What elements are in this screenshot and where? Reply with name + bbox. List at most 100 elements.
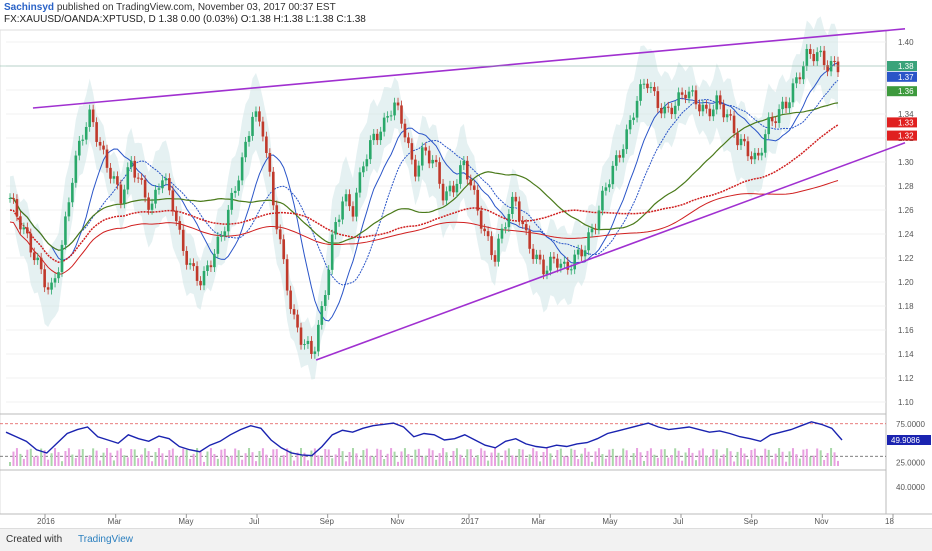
osc-histogram-bar xyxy=(81,449,84,466)
candle-body xyxy=(116,176,119,185)
osc-histogram-bar xyxy=(750,449,753,466)
candle-body xyxy=(154,189,157,204)
osc-histogram-bar xyxy=(189,458,192,466)
author-name[interactable]: Sachinsyd xyxy=(4,2,55,13)
candle-body xyxy=(483,228,486,232)
price-badge xyxy=(887,86,917,97)
osc-histogram-bar xyxy=(417,448,420,466)
candle-body xyxy=(774,121,777,124)
price-chart[interactable]: 1.40 1.38 1.36 1.34 1.32 1.30 1.28 1.26 1.24 1.22… xyxy=(0,0,932,528)
candle-body xyxy=(195,266,199,281)
candle-body xyxy=(140,178,143,180)
candle-body xyxy=(88,109,91,127)
candle-body xyxy=(244,141,247,158)
osc-histogram-bar xyxy=(542,451,545,466)
osc-histogram-bar xyxy=(462,457,465,466)
osc-histogram-bar xyxy=(351,448,354,466)
candle-body xyxy=(303,344,306,346)
candle-body xyxy=(670,107,674,115)
candle-body xyxy=(514,196,518,202)
osc-histogram-bar xyxy=(774,453,777,466)
osc-histogram-bar xyxy=(539,461,542,466)
osc-histogram-bar xyxy=(234,448,237,466)
osc-histogram-bar xyxy=(216,458,219,466)
candle-body xyxy=(569,269,573,271)
candle-body xyxy=(795,77,798,84)
osc-histogram-bar xyxy=(358,459,361,466)
osc-histogram-bar xyxy=(788,451,791,466)
osc-histogram-bar xyxy=(248,448,251,466)
osc-histogram-bar xyxy=(424,455,427,466)
candle-body xyxy=(164,178,168,181)
osc-histogram-bar xyxy=(123,455,126,466)
candle-body xyxy=(102,145,105,150)
osc-histogram-bar xyxy=(736,451,739,466)
osc-histogram-bar xyxy=(705,455,708,466)
candle-body xyxy=(459,165,462,184)
osc-histogram-bar xyxy=(33,456,36,466)
osc-histogram-bar xyxy=(414,449,417,466)
price-tick-label: 1.30 xyxy=(898,158,914,167)
osc-histogram-bar xyxy=(781,451,784,466)
candle-body xyxy=(382,117,386,132)
candle-body xyxy=(438,162,441,184)
osc-histogram-bar xyxy=(438,453,441,466)
candle-body xyxy=(289,290,292,310)
time-tick-label: Jul xyxy=(673,517,683,526)
osc-histogram-bar xyxy=(320,457,323,466)
candle-body xyxy=(497,238,500,262)
osc-histogram-bar xyxy=(591,461,594,466)
oscillator-line xyxy=(5,421,843,457)
candle-body xyxy=(621,149,625,158)
osc-histogram-bar xyxy=(636,448,639,466)
osc-histogram-bar xyxy=(767,449,770,466)
osc-histogram-bar xyxy=(459,454,462,466)
candle-body xyxy=(282,239,285,260)
osc-histogram-bar xyxy=(40,448,43,466)
osc-histogram-bar xyxy=(140,454,143,466)
osc-histogram-bar xyxy=(407,454,410,466)
candle-body xyxy=(369,140,372,160)
osc-histogram-bar xyxy=(480,448,483,466)
candle-body xyxy=(705,104,708,109)
candle-body xyxy=(812,54,816,62)
osc-histogram-bar xyxy=(466,449,469,466)
osc-histogram-bar xyxy=(601,454,604,466)
osc-histogram-bar xyxy=(764,448,767,466)
candle-body xyxy=(694,90,698,105)
candle-body xyxy=(178,221,182,230)
candle-body xyxy=(254,111,258,117)
price-badge-label: 1.32 xyxy=(898,132,914,141)
candle-body xyxy=(750,156,753,160)
candle-body xyxy=(777,109,781,124)
osc-histogram-bar xyxy=(182,448,185,466)
candle-body xyxy=(285,259,289,291)
osc-histogram-bar xyxy=(241,459,244,466)
osc-histogram-bar xyxy=(719,458,722,466)
osc-histogram-bar xyxy=(532,448,535,466)
candle-body xyxy=(67,202,71,217)
osc-histogram-bar xyxy=(653,454,656,466)
osc-histogram-bar xyxy=(431,450,434,466)
candle-body xyxy=(174,211,178,222)
osc-histogram-bar xyxy=(196,448,199,466)
osc-histogram-bar xyxy=(369,456,372,466)
candle-body xyxy=(597,210,601,230)
candle-body xyxy=(698,104,701,112)
candle-body xyxy=(434,159,438,163)
candle-body xyxy=(462,160,466,166)
osc-histogram-bar xyxy=(60,461,63,466)
osc-histogram-bar xyxy=(126,457,129,466)
osc-histogram-bar xyxy=(50,453,53,466)
candle-body xyxy=(826,65,829,72)
osc-histogram-bar xyxy=(833,452,836,466)
candle-body xyxy=(199,280,202,286)
price-tick-label: 1.26 xyxy=(898,206,914,215)
osc-histogram-bar xyxy=(230,455,233,466)
candle-body xyxy=(746,141,750,157)
tradingview-brand-link[interactable]: TradingView xyxy=(78,534,134,545)
candle-body xyxy=(732,115,736,134)
footer-bar: Created with TradingView xyxy=(0,528,932,551)
candle-body xyxy=(691,90,694,92)
osc-histogram-bar xyxy=(594,451,597,466)
